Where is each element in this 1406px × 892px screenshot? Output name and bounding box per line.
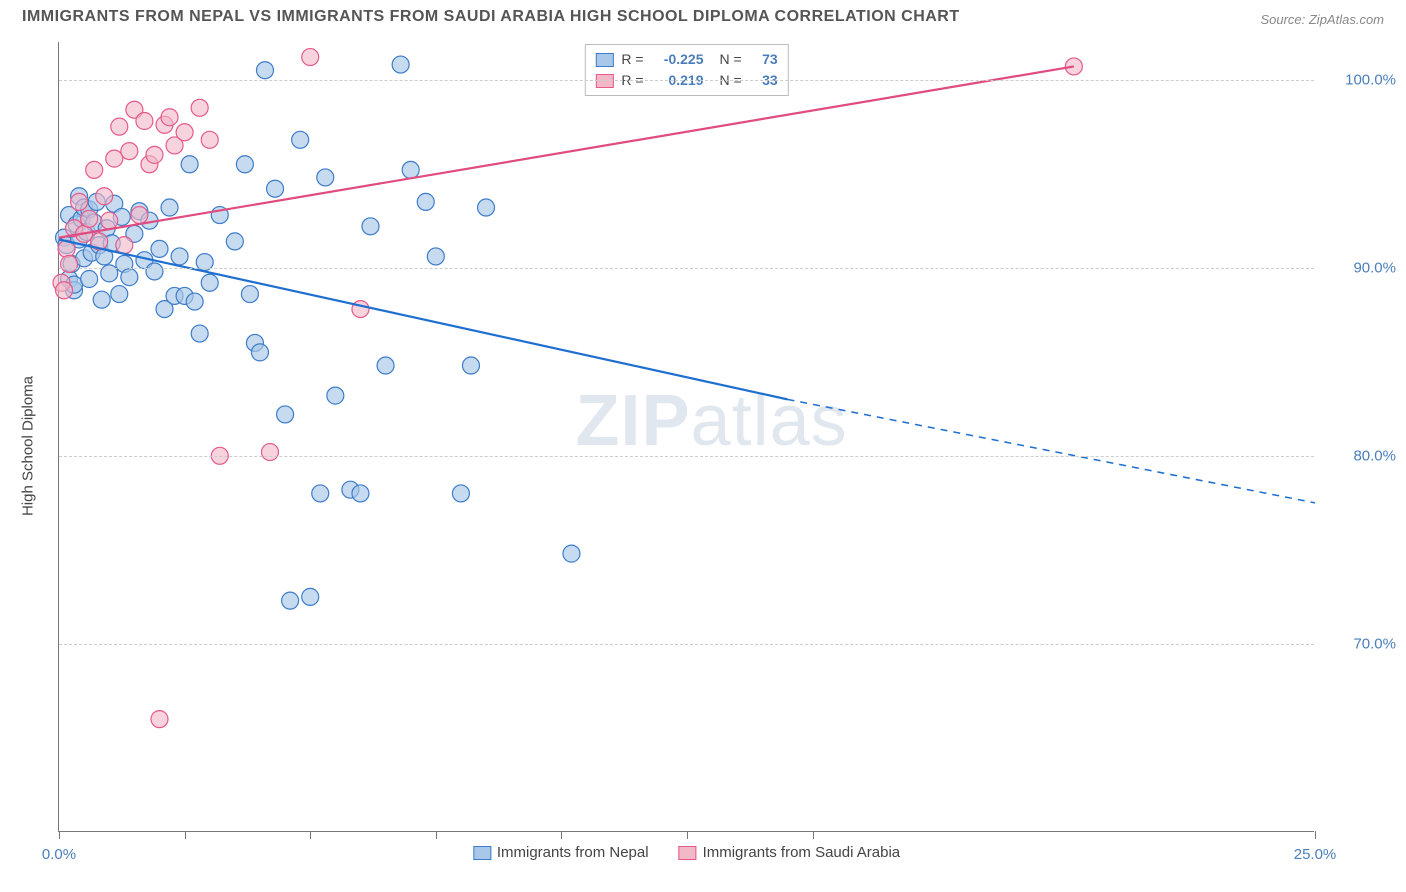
- point-nepal: [151, 240, 168, 257]
- point-nepal: [462, 357, 479, 374]
- x-tick: [310, 831, 311, 839]
- trendline-nepal: [59, 240, 787, 400]
- legend-r-label: R =: [621, 49, 643, 70]
- point-nepal: [292, 131, 309, 148]
- point-saudi: [71, 193, 88, 210]
- point-saudi: [161, 109, 178, 126]
- plot-svg: [59, 42, 1314, 831]
- point-saudi: [302, 49, 319, 66]
- legend-series: Immigrants from Nepal Immigrants from Sau…: [473, 844, 900, 861]
- x-tick: [1315, 831, 1316, 839]
- point-nepal: [181, 156, 198, 173]
- point-saudi: [131, 207, 148, 224]
- point-nepal: [251, 344, 268, 361]
- point-saudi: [86, 161, 103, 178]
- swatch-saudi: [679, 846, 697, 860]
- x-tick-label: 0.0%: [42, 846, 76, 863]
- point-saudi: [101, 212, 118, 229]
- point-saudi: [121, 143, 138, 160]
- point-nepal: [93, 291, 110, 308]
- legend-item-nepal: Immigrants from Nepal: [473, 844, 649, 861]
- point-saudi: [81, 210, 98, 227]
- legend-n-label: N =: [720, 49, 742, 70]
- point-nepal: [282, 592, 299, 609]
- gridline: [59, 80, 1314, 81]
- legend-row-nepal: R = -0.225 N = 73: [595, 49, 777, 70]
- point-saudi: [96, 188, 113, 205]
- source-attribution: Source: ZipAtlas.com: [1260, 12, 1384, 27]
- point-saudi: [136, 113, 153, 130]
- y-tick-label: 70.0%: [1326, 635, 1396, 652]
- point-nepal: [417, 193, 434, 210]
- point-saudi: [151, 711, 168, 728]
- legend-r-value: -0.225: [652, 49, 704, 70]
- point-saudi: [352, 301, 369, 318]
- point-nepal: [312, 485, 329, 502]
- point-nepal: [302, 588, 319, 605]
- point-nepal: [327, 387, 344, 404]
- point-saudi: [106, 150, 123, 167]
- legend-correlation: R =-0.225N =73R =0.219N =33: [584, 44, 788, 96]
- point-nepal: [111, 286, 128, 303]
- point-nepal: [161, 199, 178, 216]
- point-nepal: [402, 161, 419, 178]
- point-nepal: [81, 271, 98, 288]
- point-nepal: [452, 485, 469, 502]
- point-saudi: [191, 99, 208, 116]
- point-nepal: [236, 156, 253, 173]
- y-tick-label: 80.0%: [1326, 447, 1396, 464]
- x-tick: [436, 831, 437, 839]
- point-saudi: [56, 282, 73, 299]
- legend-n-value: 73: [750, 49, 778, 70]
- legend-series-label: Immigrants from Saudi Arabia: [703, 844, 901, 861]
- point-nepal: [226, 233, 243, 250]
- point-nepal: [146, 263, 163, 280]
- point-nepal: [186, 293, 203, 310]
- legend-series-label: Immigrants from Nepal: [497, 844, 649, 861]
- plot-area: ZIPatlas R =-0.225N =73R =0.219N =33 Imm…: [58, 42, 1314, 832]
- point-nepal: [362, 218, 379, 235]
- gridline: [59, 456, 1314, 457]
- point-nepal: [317, 169, 334, 186]
- point-nepal: [171, 248, 188, 265]
- point-nepal: [201, 274, 218, 291]
- point-nepal: [121, 269, 138, 286]
- point-nepal: [478, 199, 495, 216]
- x-tick: [813, 831, 814, 839]
- point-saudi: [201, 131, 218, 148]
- chart-title: IMMIGRANTS FROM NEPAL VS IMMIGRANTS FROM…: [22, 8, 960, 26]
- point-nepal: [563, 545, 580, 562]
- point-saudi: [176, 124, 193, 141]
- point-saudi: [116, 237, 133, 254]
- y-tick-label: 90.0%: [1326, 259, 1396, 276]
- point-nepal: [352, 485, 369, 502]
- point-nepal: [267, 180, 284, 197]
- x-tick: [185, 831, 186, 839]
- x-tick: [687, 831, 688, 839]
- point-nepal: [256, 62, 273, 79]
- point-saudi: [111, 118, 128, 135]
- gridline: [59, 644, 1314, 645]
- y-tick-label: 100.0%: [1326, 71, 1396, 88]
- y-axis-title: High School Diploma: [20, 376, 37, 516]
- gridline: [59, 268, 1314, 269]
- point-saudi: [146, 146, 163, 163]
- trendline-dashed-nepal: [787, 399, 1315, 502]
- swatch-nepal: [595, 53, 613, 67]
- point-nepal: [427, 248, 444, 265]
- trendline-saudi: [59, 66, 1074, 237]
- x-tick: [561, 831, 562, 839]
- point-nepal: [277, 406, 294, 423]
- x-tick-label: 25.0%: [1294, 846, 1337, 863]
- point-saudi: [61, 255, 78, 272]
- point-saudi: [262, 444, 279, 461]
- point-nepal: [377, 357, 394, 374]
- x-tick: [59, 831, 60, 839]
- swatch-nepal: [473, 846, 491, 860]
- point-nepal: [392, 56, 409, 73]
- point-nepal: [241, 286, 258, 303]
- legend-item-saudi: Immigrants from Saudi Arabia: [679, 844, 901, 861]
- point-nepal: [191, 325, 208, 342]
